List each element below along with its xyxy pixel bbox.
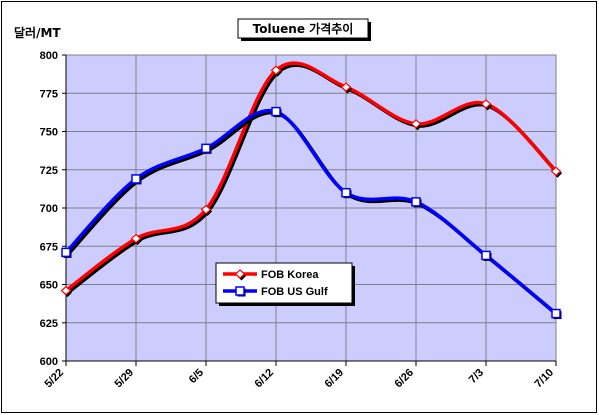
y-tick-label: 725 [40,165,58,177]
data-point-fob-korea [340,82,352,92]
legend-marker-fob-korea [234,269,246,279]
data-point-fob-us-gulf [271,106,281,117]
y-tick-label: 625 [40,318,58,330]
data-point-fob-korea [550,166,562,177]
series-line-fob-korea [64,61,558,293]
data-point-fob-us-gulf [131,174,141,184]
series-fob-korea [60,61,562,298]
chart-title-text: Toluene 가격추이 [253,21,354,36]
legend: FOB Korea FOB US Gulf [215,262,355,306]
series [60,61,562,320]
y-tick-label: 800 [40,50,58,62]
data-point-fob-us-gulf [201,143,211,154]
data-point-fob-us-gulf [411,197,421,207]
data-point-fob-korea [130,233,142,244]
legend-label-fob-korea: FOB Korea [261,269,319,281]
y-tick-label: 775 [40,88,58,100]
y-tick-label: 650 [40,280,58,292]
data-point-fob-us-gulf [341,187,351,198]
legend-label-fob-us-gulf: FOB US Gulf [261,286,328,298]
data-point-fob-korea [410,119,422,129]
y-tick-label: 700 [40,203,58,215]
legend-marker-fob-us-gulf [235,286,245,296]
data-point-fob-us-gulf [551,308,561,319]
data-point-fob-us-gulf [61,247,71,258]
data-point-fob-us-gulf [481,250,491,261]
data-point-fob-korea [480,99,492,109]
chart-title-box [237,18,369,39]
series-fob-us-gulf [61,106,562,320]
data-point-fob-korea [270,65,282,76]
data-point-fob-korea [60,285,72,296]
chart-title: Toluene 가격추이 [237,18,371,41]
y-tick-label: 750 [40,127,58,139]
y-tick-label: 600 [40,356,58,368]
y-axis-unit-label: 달러/MT [14,25,61,40]
y-tick-label: 675 [40,241,58,253]
data-point-fob-korea [200,204,212,215]
